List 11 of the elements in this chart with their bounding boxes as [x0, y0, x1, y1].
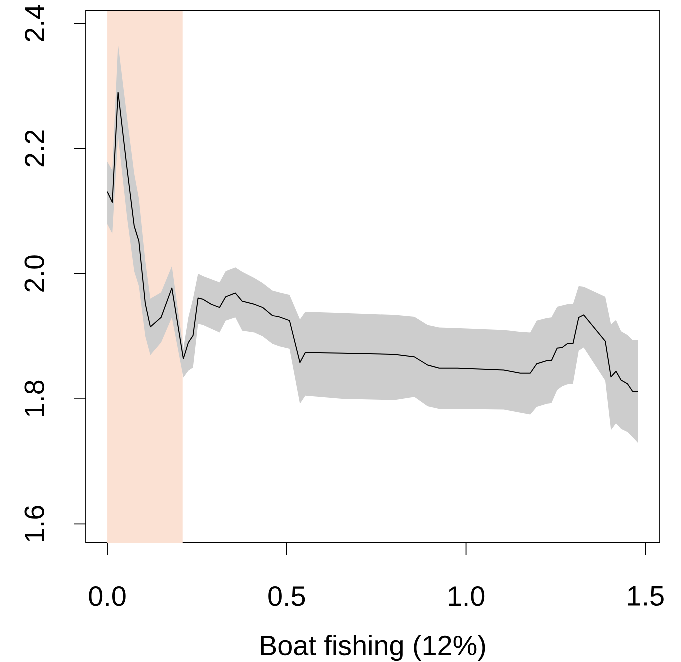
x-tick-label: 0.5	[268, 586, 306, 606]
y-tick-label: 2.0	[24, 256, 44, 292]
y-tick-label: 2.4	[25, 4, 44, 42]
x-tick-label: 1.5	[628, 586, 664, 606]
y-tick-label: 2.2	[25, 130, 44, 167]
y-tick-label: 1.6	[24, 506, 44, 542]
x-axis-title: Boat fishing (12%)	[261, 635, 486, 662]
y-tick-label: 1.8	[24, 380, 44, 416]
x-tick-label: 0.0	[89, 586, 126, 606]
line-series	[107, 92, 639, 392]
x-tick-label: 1.0	[449, 586, 485, 606]
